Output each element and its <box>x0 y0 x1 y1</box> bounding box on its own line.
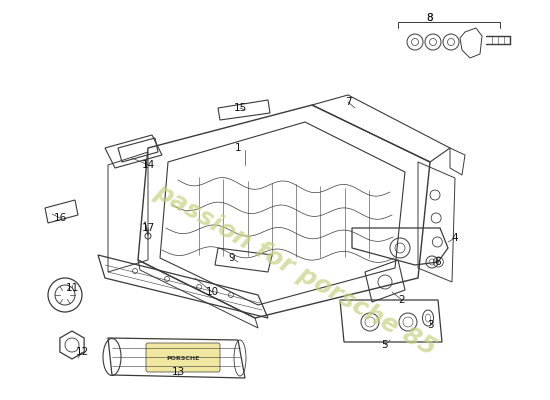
Text: 1: 1 <box>235 143 241 153</box>
FancyBboxPatch shape <box>146 343 220 372</box>
Text: 2: 2 <box>399 295 405 305</box>
Text: 17: 17 <box>141 223 155 233</box>
Text: 9: 9 <box>229 253 235 263</box>
Text: 6: 6 <box>434 257 441 267</box>
Text: 8: 8 <box>427 13 433 23</box>
Text: 14: 14 <box>141 160 155 170</box>
Text: 3: 3 <box>427 320 433 330</box>
Text: PORSCHE: PORSCHE <box>166 356 200 360</box>
Text: 10: 10 <box>206 287 218 297</box>
Text: 8: 8 <box>427 13 433 23</box>
Text: 16: 16 <box>53 213 67 223</box>
Text: 4: 4 <box>452 233 458 243</box>
Text: 11: 11 <box>65 283 79 293</box>
Text: 12: 12 <box>75 347 89 357</box>
Text: 13: 13 <box>172 367 185 377</box>
Text: 5: 5 <box>382 340 388 350</box>
Text: passion for porsche 85: passion for porsche 85 <box>150 179 440 361</box>
Text: 15: 15 <box>233 103 246 113</box>
Text: 7: 7 <box>345 97 351 107</box>
